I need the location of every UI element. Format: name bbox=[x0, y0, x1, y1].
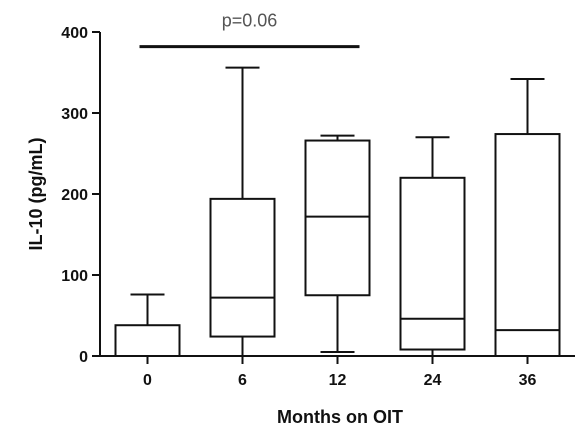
y-tick-label: 400 bbox=[61, 25, 88, 42]
box-plot-0 bbox=[114, 293, 181, 358]
box-iqr bbox=[399, 176, 466, 351]
box-plot-36 bbox=[494, 77, 561, 357]
box-iqr bbox=[114, 324, 181, 358]
y-tick-label: 0 bbox=[79, 349, 88, 366]
box-iqr bbox=[209, 197, 276, 338]
x-axis-title: Months on OIT bbox=[277, 407, 403, 427]
y-tick-label: 100 bbox=[61, 268, 88, 285]
x-tick-label: 12 bbox=[329, 372, 347, 389]
box-iqr bbox=[494, 133, 561, 357]
x-tick-label: 0 bbox=[143, 372, 152, 389]
y-axis-title: IL-10 (pg/mL) bbox=[26, 138, 46, 251]
y-tick-label: 300 bbox=[61, 106, 88, 123]
x-tick-label: 6 bbox=[238, 372, 247, 389]
x-ticks: 0 6 12 24 36 bbox=[143, 356, 537, 389]
boxes bbox=[114, 66, 561, 358]
x-tick-label: 36 bbox=[519, 372, 537, 389]
box-plot-6 bbox=[209, 66, 276, 357]
p-value-label: p=0.06 bbox=[222, 11, 278, 31]
box-plot-12 bbox=[304, 134, 371, 353]
y-ticks: 0 100 200 300 400 bbox=[61, 25, 100, 366]
box-iqr bbox=[304, 139, 371, 297]
y-tick-label: 200 bbox=[61, 187, 88, 204]
box-plot-24 bbox=[399, 136, 466, 357]
x-tick-label: 24 bbox=[424, 372, 442, 389]
annotations: p=0.06 bbox=[139, 11, 360, 49]
